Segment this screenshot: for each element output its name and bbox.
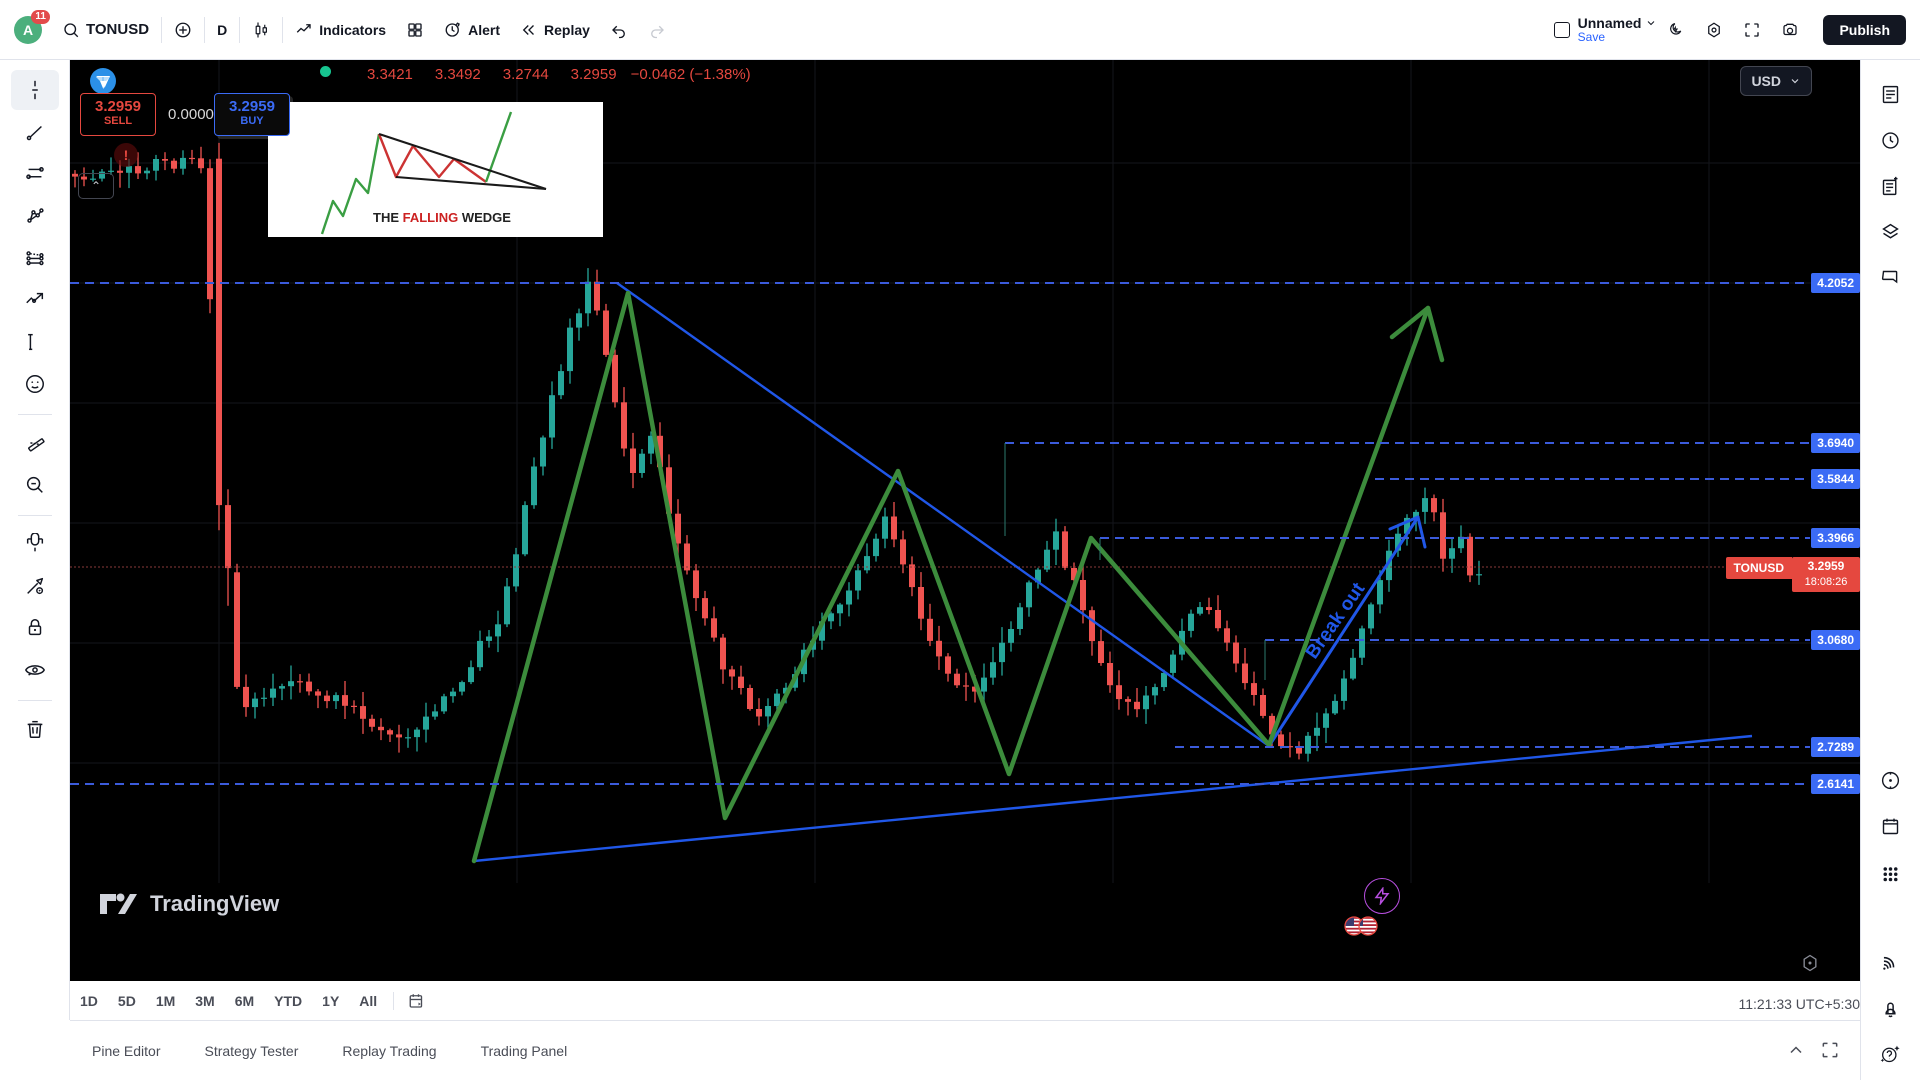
svg-text:THE FALLING WEDGE: THE FALLING WEDGE <box>373 210 511 225</box>
